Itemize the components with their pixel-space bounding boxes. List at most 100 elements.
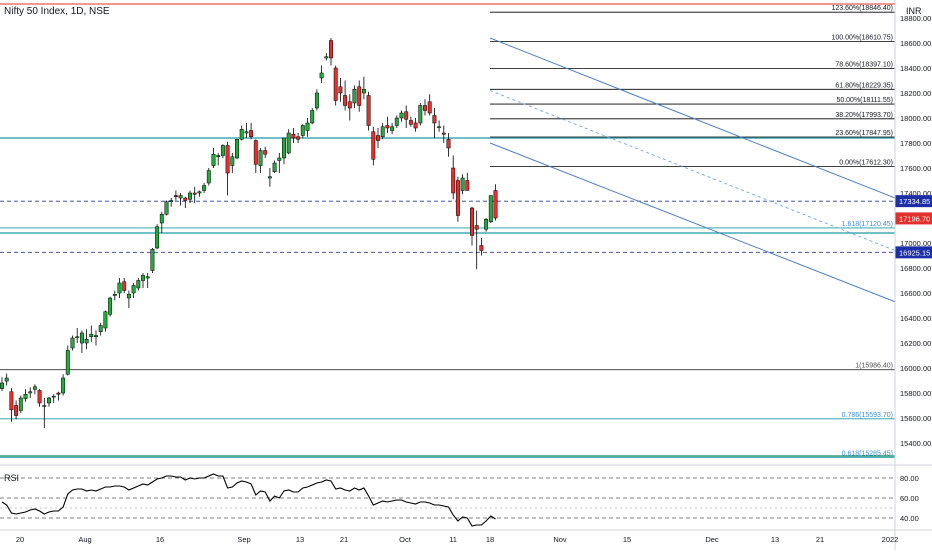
candle-body [296,136,301,140]
candle-body [230,156,235,166]
candle-body [103,311,108,329]
rsi-line [1,473,496,527]
candle-body [178,195,183,199]
x-tick-label: 16 [156,535,164,544]
candle-body [380,126,385,137]
y-tick-label: 17400.00 [900,189,931,198]
candle-body [14,405,19,416]
y-tick-label: 17600.00 [900,164,931,173]
candle-body [385,125,390,129]
candle-body [338,86,343,94]
candle-body [493,190,498,219]
candle-body [451,167,456,194]
candle-body [408,120,413,125]
y-tick-label: 15600.00 [900,414,931,423]
candle-body [216,155,221,157]
x-tick-label: 21 [340,535,348,544]
candle-body [108,297,113,315]
candle-body [258,150,263,166]
y-tick-label: 18600.00 [900,39,931,48]
y-tick-label: 17000.00 [900,239,931,248]
candle-body [357,86,362,106]
candle-body [366,95,371,126]
candle-body [131,285,136,294]
candle-body [399,112,404,119]
candle-body [150,249,155,271]
candle-body [183,197,188,201]
chart-title: Nifty 50 Index, 1D, NSE [4,6,110,17]
candle-body [173,195,178,197]
x-tick-label: Aug [78,535,91,544]
y-tick-label: 16400.00 [900,314,931,323]
x-tick-label: Oct [399,535,412,544]
y-tick-label: 15800.00 [900,389,931,398]
y-tick-label: 16200.00 [900,339,931,348]
candle-body [164,201,169,215]
candle-body [98,325,103,332]
candle-body [437,126,442,128]
candle-body [319,72,324,79]
candle-body [192,192,197,195]
candle-body [155,226,160,249]
candle-body [89,334,94,337]
candle-body [122,281,127,291]
candle-body [18,397,23,411]
candle-body [75,336,80,338]
candle-body [282,137,286,159]
price-tag [895,212,932,225]
candle-body [347,101,352,109]
candle-body [84,339,89,344]
candle-body [197,191,202,194]
candle-body [300,125,305,136]
candle-body [188,192,192,200]
y-tick-label: 18200.00 [900,89,931,98]
y-tick-label: 18000.00 [900,114,931,123]
candle-body [141,275,145,281]
level-tag-label: 17334.85 [899,197,930,206]
candle-body [0,382,4,389]
x-tick-label: 18 [486,535,494,544]
candle-body [51,395,56,398]
rsi-tick-label: 60.00 [900,494,919,503]
candle-body [159,214,164,224]
candle-body [371,131,376,160]
candle-body [423,105,427,111]
candle-body [310,110,315,124]
fib-level-label: 78.60%(18397.10) [835,61,893,68]
candle-body [117,282,122,294]
candle-body [244,131,249,134]
candle-body [394,117,399,126]
candle-body [305,122,310,131]
y-tick-label: 16800.00 [900,264,931,273]
rsi-tick-label: 40.00 [900,514,919,523]
candle-body [70,337,75,349]
candle-body [42,405,47,407]
candle-body [37,390,42,404]
candle-body [291,134,296,139]
rsi-pane-label: RSI [4,473,20,483]
x-tick-label: 20 [16,535,24,544]
candle-body [488,195,493,222]
price-tag-label: 17196.70 [899,214,930,223]
candle-body [470,207,474,236]
x-tick-label: 2022 [882,535,899,544]
candle-body [361,89,366,94]
candle-body [263,150,268,155]
candle-body [47,397,51,404]
y-tick-label: 16600.00 [900,289,931,298]
candle-body [61,377,66,394]
candle-body [484,219,489,230]
x-tick-label: 21 [816,535,824,544]
fib-ext-label: 1(15986.40) [855,363,893,370]
candle-body [446,139,451,149]
candle-body [267,176,272,179]
candle-body [206,170,211,184]
candle-body [376,135,380,141]
candle-body [479,245,484,251]
candle-body [65,350,70,375]
candle-body [4,377,9,382]
candle-body [239,129,244,140]
candle-body [94,335,98,337]
